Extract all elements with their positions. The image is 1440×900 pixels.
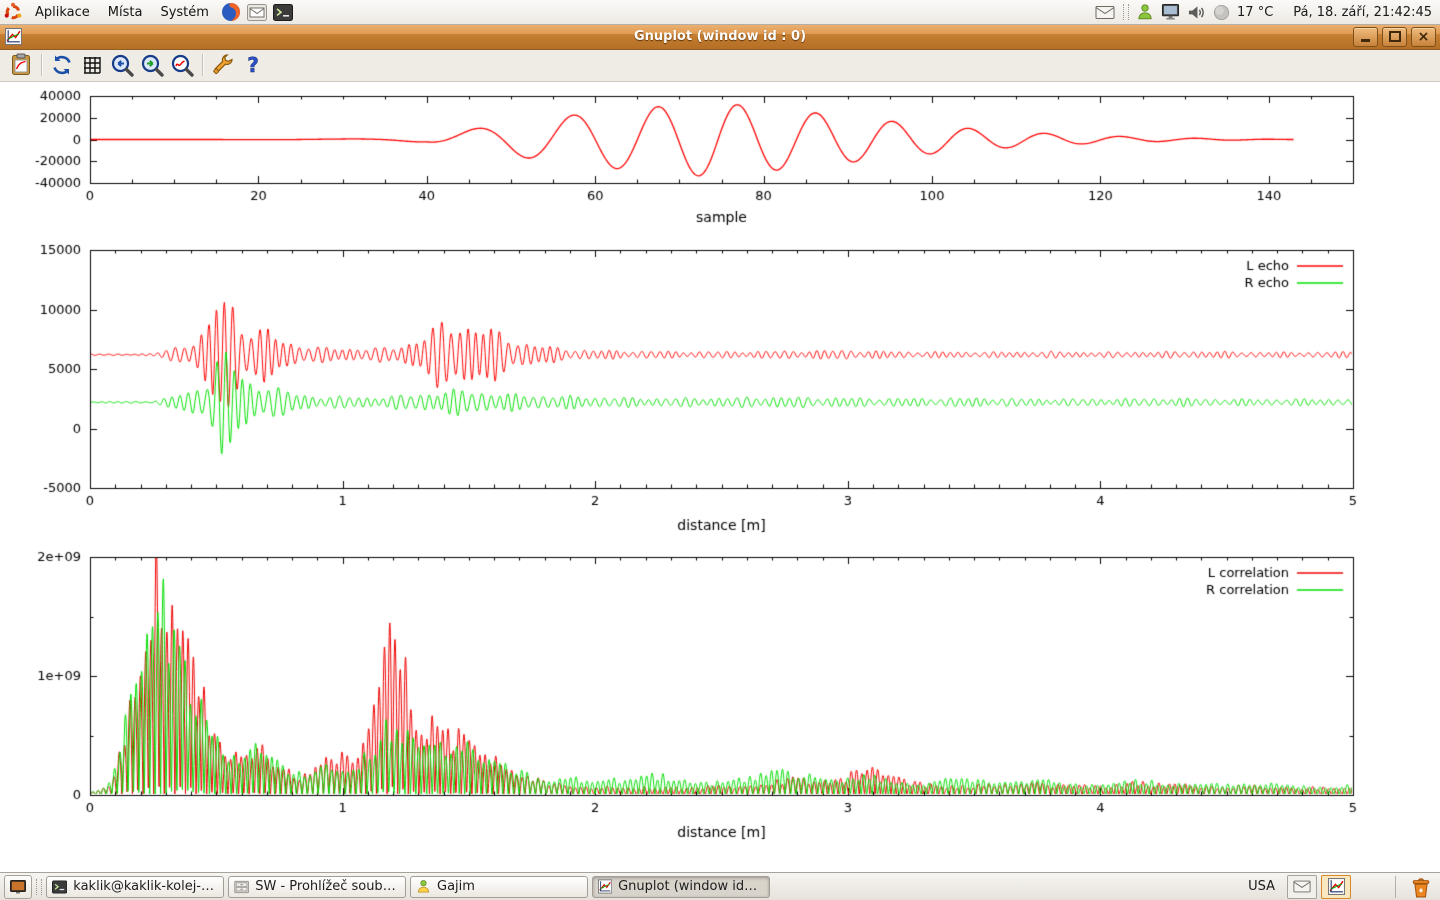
mail-launcher-icon (246, 3, 267, 21)
toolbar-separator (41, 54, 42, 76)
gnuplot-canvas-area (0, 82, 1440, 872)
user-status-icon[interactable] (1136, 3, 1154, 21)
refresh-icon (53, 55, 71, 75)
chirp-chart-canvas[interactable] (0, 82, 1440, 242)
tray-mail-icon[interactable] (1094, 4, 1116, 20)
gnome-top-panel: Aplikace Místa Systém (0, 0, 1440, 25)
bottom-taskbar: kaklik@kaklik-kolej-u... SW - Prohlížeč … (0, 872, 1440, 900)
window-title: Gnuplot (window id : 0) (633, 29, 807, 44)
task-button-terminal[interactable]: kaklik@kaklik-kolej-u... (46, 875, 224, 898)
minimize-button[interactable] (1353, 26, 1378, 47)
gnuplot-window-icon (5, 28, 22, 45)
firefox-launcher[interactable] (218, 0, 244, 24)
menu-system-label: Systém (160, 4, 209, 20)
export-plot-icon (12, 53, 30, 75)
task-label: Gajim (437, 879, 475, 894)
terminal-launcher[interactable] (270, 0, 296, 24)
show-desktop-button[interactable] (4, 874, 32, 899)
toolbar-separator (202, 54, 203, 76)
tray-gnuplot-button[interactable] (1321, 874, 1351, 899)
task-label: kaklik@kaklik-kolej-u... (73, 879, 215, 894)
grid-icon (84, 57, 101, 74)
window-menu-button[interactable] (5, 28, 22, 45)
tray-mail-notification-icon (1293, 880, 1311, 893)
ubuntu-logo-icon[interactable] (0, 0, 26, 24)
gnuplot-toolbar: ? (0, 49, 1440, 82)
grid-toggle-button[interactable] (77, 51, 107, 79)
maximize-icon (1388, 31, 1401, 42)
terminal-launcher-icon (272, 3, 293, 21)
firefox-icon (221, 3, 240, 21)
configure-wrench-icon (213, 54, 233, 75)
gnuplot-task-icon (598, 879, 613, 894)
tasklist-drag-handle[interactable] (36, 878, 42, 895)
unzoom-icon (171, 54, 194, 77)
task-button-gajim[interactable]: Gajim (410, 875, 588, 898)
system-tray: 17 °C Pá, 18. září, 21:42:45 (1094, 3, 1440, 21)
menu-places-label: Místa (107, 4, 143, 20)
export-plot-button[interactable] (6, 51, 36, 79)
menu-applications[interactable]: Aplikace (26, 0, 99, 24)
tray-mail-button[interactable] (1287, 874, 1317, 899)
close-icon: × (1417, 28, 1430, 45)
svg-text:?: ? (247, 53, 259, 77)
zoom-next-icon (141, 54, 164, 77)
help-button[interactable]: ? (238, 51, 268, 79)
gajim-task-icon (418, 880, 429, 893)
configure-button[interactable] (208, 51, 238, 79)
temperature-label: 17 °C (1237, 4, 1274, 20)
task-label: Gnuplot (window id : 0) (618, 879, 761, 894)
taskbar-separator (1395, 875, 1396, 898)
mail-launcher[interactable] (244, 0, 270, 24)
keyboard-layout-indicator[interactable]: USA (1248, 879, 1275, 894)
trash-applet[interactable] (1406, 876, 1436, 898)
menu-applications-label: Aplikace (35, 4, 90, 20)
correlation-chart-canvas[interactable] (0, 547, 1440, 847)
ubuntu-logo-icon (4, 2, 22, 20)
tray-gnuplot-icon (1327, 878, 1345, 895)
window-controls: × (1353, 26, 1440, 47)
show-desktop-icon (10, 879, 26, 893)
maximize-button[interactable] (1382, 26, 1407, 47)
trash-icon (1412, 877, 1430, 897)
volume-icon[interactable] (1187, 4, 1206, 21)
unzoom-button[interactable] (167, 51, 197, 79)
menu-places[interactable]: Místa (99, 0, 152, 24)
task-button-file-manager[interactable]: SW - Prohlížeč souborů (228, 875, 406, 898)
menu-system[interactable]: Systém (151, 0, 217, 24)
zoom-next-button[interactable] (137, 51, 167, 79)
tray-drag-handle[interactable] (1123, 4, 1130, 20)
refresh-button[interactable] (47, 51, 77, 79)
zoom-previous-icon (111, 54, 134, 77)
echo-chart-canvas[interactable] (0, 240, 1440, 540)
weather-icon[interactable] (1213, 4, 1230, 21)
minimize-icon (1361, 39, 1370, 42)
window-titlebar[interactable]: Gnuplot (window id : 0) × (0, 24, 1440, 50)
task-label: SW - Prohlížeč souborů (255, 879, 397, 894)
zoom-previous-button[interactable] (107, 51, 137, 79)
clock-label[interactable]: Pá, 18. září, 21:42:45 (1293, 4, 1432, 20)
display-icon[interactable] (1161, 3, 1180, 21)
close-button[interactable]: × (1411, 26, 1436, 47)
task-button-gnuplot[interactable]: Gnuplot (window id : 0) (592, 875, 770, 898)
file-manager-task-icon (234, 880, 249, 893)
help-icon: ? (247, 53, 259, 77)
terminal-task-icon (52, 880, 68, 893)
